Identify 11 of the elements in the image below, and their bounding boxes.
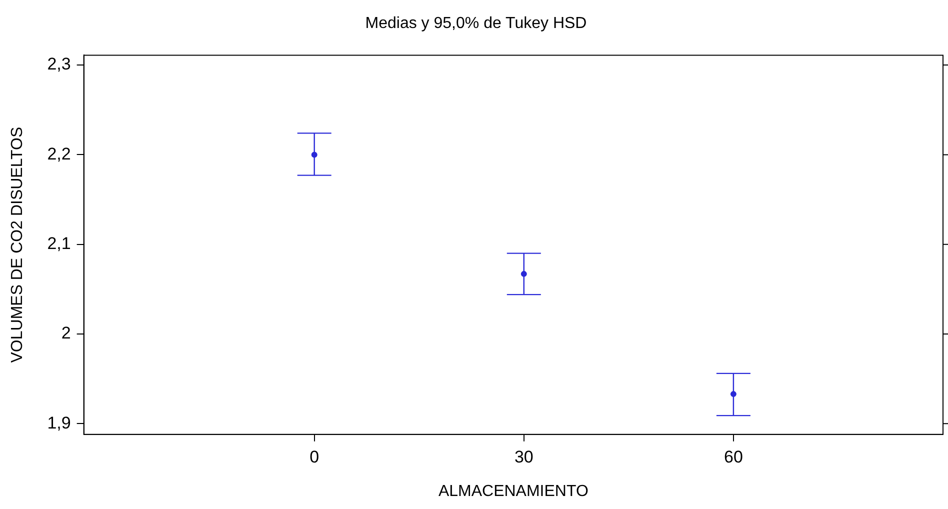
x-tick-label: 30: [514, 447, 534, 466]
x-tick-label: 60: [724, 447, 743, 466]
y-tick-label: 2,1: [47, 234, 71, 254]
x-axis-title: ALMACENAMIENTO: [438, 482, 588, 500]
y-tick-label: 2,2: [47, 144, 71, 164]
y-tick-label: 2,3: [47, 54, 71, 74]
y-tick-label: 2: [61, 324, 71, 343]
y-tick-label: 1,9: [47, 413, 71, 432]
y-axis-title: VOLUMES DE CO2 DISUELTOS: [9, 126, 26, 363]
x-tick-label: 0: [310, 447, 320, 466]
chart-title: Medias y 95,0% de Tukey HSD: [365, 15, 587, 32]
